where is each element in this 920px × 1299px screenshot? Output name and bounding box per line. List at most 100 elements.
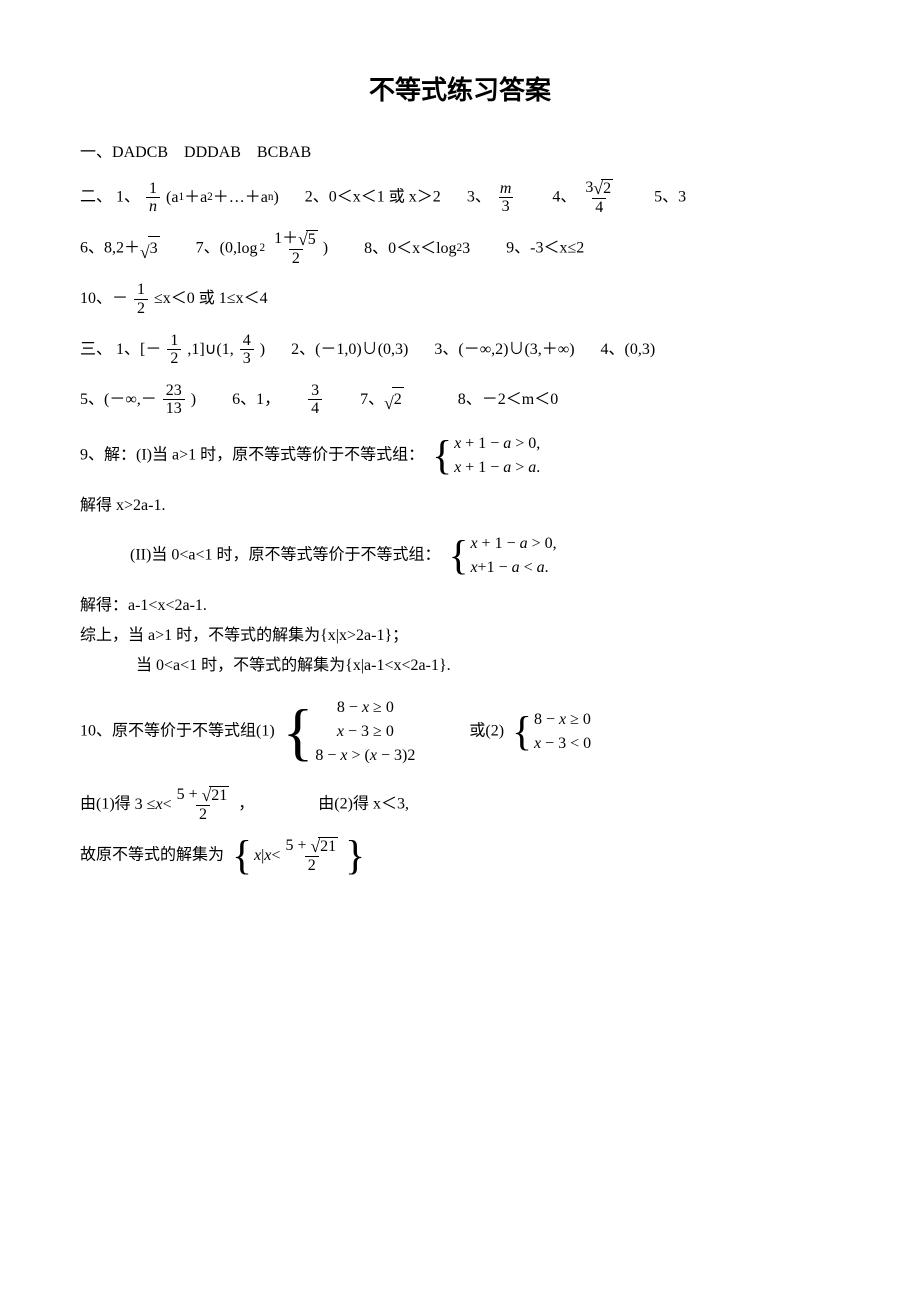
n: 3√2 (582, 179, 616, 198)
n: 3 (308, 382, 322, 400)
s3-q10-g1: { 8 − x ≥ 0 x − 3 ≥ 0 8 − x > (x − 3)2 (283, 696, 416, 768)
t: ) (273, 186, 278, 210)
d: 2 (167, 349, 181, 368)
t: 3 (462, 237, 470, 261)
s3-q9-res2: 解得：a-1<x<2a-1. (80, 594, 840, 618)
section-1-answers: DADCB DDDAB BCBAB (112, 144, 311, 161)
s3-q1-mid: ,1]∪(1, (187, 340, 233, 357)
t: 故原不等式的解集为 (80, 847, 224, 864)
section-3-row-1: 三、 1、[－ 12 ,1]∪(1, 43 ) 2、(－1,0)∪(0,3) 3… (80, 332, 840, 368)
page-title: 不等式练习答案 (80, 70, 840, 107)
s2-q7-pre: 7、(0, (196, 240, 237, 257)
s2-q5: 5、3 (654, 188, 686, 205)
s3-q1-f2: 43 (240, 332, 254, 368)
s2-q4-pre: 4、 (552, 188, 576, 205)
s2-q7-log: log2 (237, 237, 265, 261)
section-1-label: 一、 (80, 144, 112, 161)
t: 3 ≤ (135, 793, 156, 817)
s3-q6b-frac: 34 (308, 382, 322, 418)
t: 21 (318, 837, 338, 856)
s3-q5-frac: 2313 (163, 382, 185, 418)
s3-q7-pre: 7、 (360, 391, 384, 408)
s2-q3-frac: m 3 (497, 180, 515, 216)
n: 1＋√5 (271, 230, 321, 249)
t: 2 (259, 240, 265, 257)
t: 5 + (177, 786, 202, 803)
s3-q9-sum1: 综上，当 a>1 时，不等式的解集为{x|x>2a-1}； (80, 624, 840, 648)
s2-q1-tail: (a1＋a2＋…＋an) (166, 186, 279, 210)
n: 23 (163, 382, 185, 400)
s3-q4: 4、(0,3) (601, 340, 656, 357)
t: 由(1)得 (80, 795, 131, 812)
t: x (155, 793, 162, 817)
s3-q9-sys2: { x + 1 − a > 0, x+1 − a < a. (448, 532, 556, 580)
s2-q10-pre: 10、－ (80, 290, 128, 307)
n: 4 (240, 332, 254, 350)
d: 2 (196, 805, 210, 824)
section-2-row-3: 10、－ 1 2 ≤x＜0 或 1≤x＜4 (80, 281, 840, 317)
t: 2 (392, 387, 404, 412)
d: 4 (308, 399, 322, 418)
s3-q1-post: ) (260, 340, 265, 357)
t: 21 (209, 786, 229, 805)
n: 1 (134, 281, 148, 299)
s2-q1-pre: 1、 (116, 188, 140, 205)
s2-q9: 9、-3＜x≤2 (506, 240, 584, 257)
s3-q10-g2: { 8 − x ≥ 0 x − 3 < 0 (512, 708, 591, 756)
d: 2 (289, 249, 303, 268)
t: 或(2) (469, 723, 504, 740)
t: 2 (601, 179, 613, 198)
section-2-label: 二、 (80, 188, 112, 205)
s2-q2: 2、0＜x＜1 或 x＞2 (305, 188, 441, 205)
d: 13 (163, 399, 185, 418)
t: 5 + (285, 837, 310, 854)
n: 1 (167, 332, 181, 350)
d: 2 (134, 299, 148, 318)
s3-q5-post: ) (191, 391, 196, 408)
t: 5 (306, 230, 318, 249)
t: 当 0<a<1 时，不等式的解集为{x|a-1<x<2a-1}. (136, 657, 451, 674)
s3-q6: 6、1， (232, 391, 280, 408)
s2-q10-tail: ≤x＜0 或 1≤x＜4 (154, 290, 268, 307)
s2-q1-frac: 1 n (146, 180, 160, 216)
t: < (271, 844, 280, 868)
s3-q3: 3、(－∞,2)∪(3,＋∞) (434, 340, 574, 357)
d: 4 (592, 198, 606, 217)
t: 9、解：(I)当 a>1 时，原不等式等价于不等式组： (80, 447, 424, 464)
s3-q1-pre: 1、[－ (116, 340, 161, 357)
t: 8、0＜x＜log (364, 237, 456, 261)
s3-q9-sys1: { x + 1 − a > 0, x + 1 − a > a. (432, 432, 540, 480)
section-2-row-2: 6、8,2＋√3 7、(0,log2 1＋√5 2 ) 8、0＜x＜log23 … (80, 230, 840, 267)
d: 2 (305, 856, 319, 875)
s3-q5-pre: 5、(－∞,－ (80, 391, 157, 408)
s3-q9-intro: 9、解：(I)当 a>1 时，原不等式等价于不等式组： { x + 1 − a … (80, 432, 840, 480)
s2-q6-sqrt: √3 (140, 236, 160, 261)
s2-q10-frac: 1 2 (134, 281, 148, 317)
t: < (163, 793, 172, 817)
section-1: 一、DADCB DDDAB BCBAB (80, 141, 840, 165)
s3-q2: 2、(－1,0)∪(0,3) (291, 340, 408, 357)
s3-q8: 8、－2＜m＜0 (458, 391, 558, 408)
s2-q1-num: 1 (146, 180, 160, 198)
s2-q7-frac: 1＋√5 2 (271, 230, 321, 267)
t: 1＋ (274, 230, 298, 247)
s2-q4-frac: 3√2 4 (582, 179, 616, 216)
s2-q8: 8、0＜x＜log23 (364, 237, 470, 261)
t: 3 (585, 179, 593, 196)
d: 3 (240, 349, 254, 368)
t: ， (238, 795, 254, 812)
section-3-label: 三、 (80, 340, 112, 357)
t: (II)当 0<a<1 时，原不等式等价于不等式组： (130, 547, 440, 564)
s2-q3-pre: 3、 (467, 188, 491, 205)
t: 3 (148, 236, 160, 261)
s3-q7-sqrt: √2 (384, 387, 404, 412)
t: ＋a (184, 186, 207, 210)
s3-q9-sum2: 当 0<a<1 时，不等式的解集为{x|a-1<x<2a-1}. (80, 654, 840, 678)
t: ＋…＋a (213, 186, 268, 210)
n: 5 + √21 (282, 837, 341, 856)
t: log (237, 237, 257, 261)
t: 10、原不等价于不等式组(1) (80, 723, 275, 740)
t: 由(2)得 x＜3, (318, 795, 409, 812)
s3-q10-by: 由(1)得 3 ≤ x < 5 + √21 2 ， 由(2)得 x＜3, (80, 786, 840, 823)
s2-q7-post: ) (323, 240, 328, 257)
